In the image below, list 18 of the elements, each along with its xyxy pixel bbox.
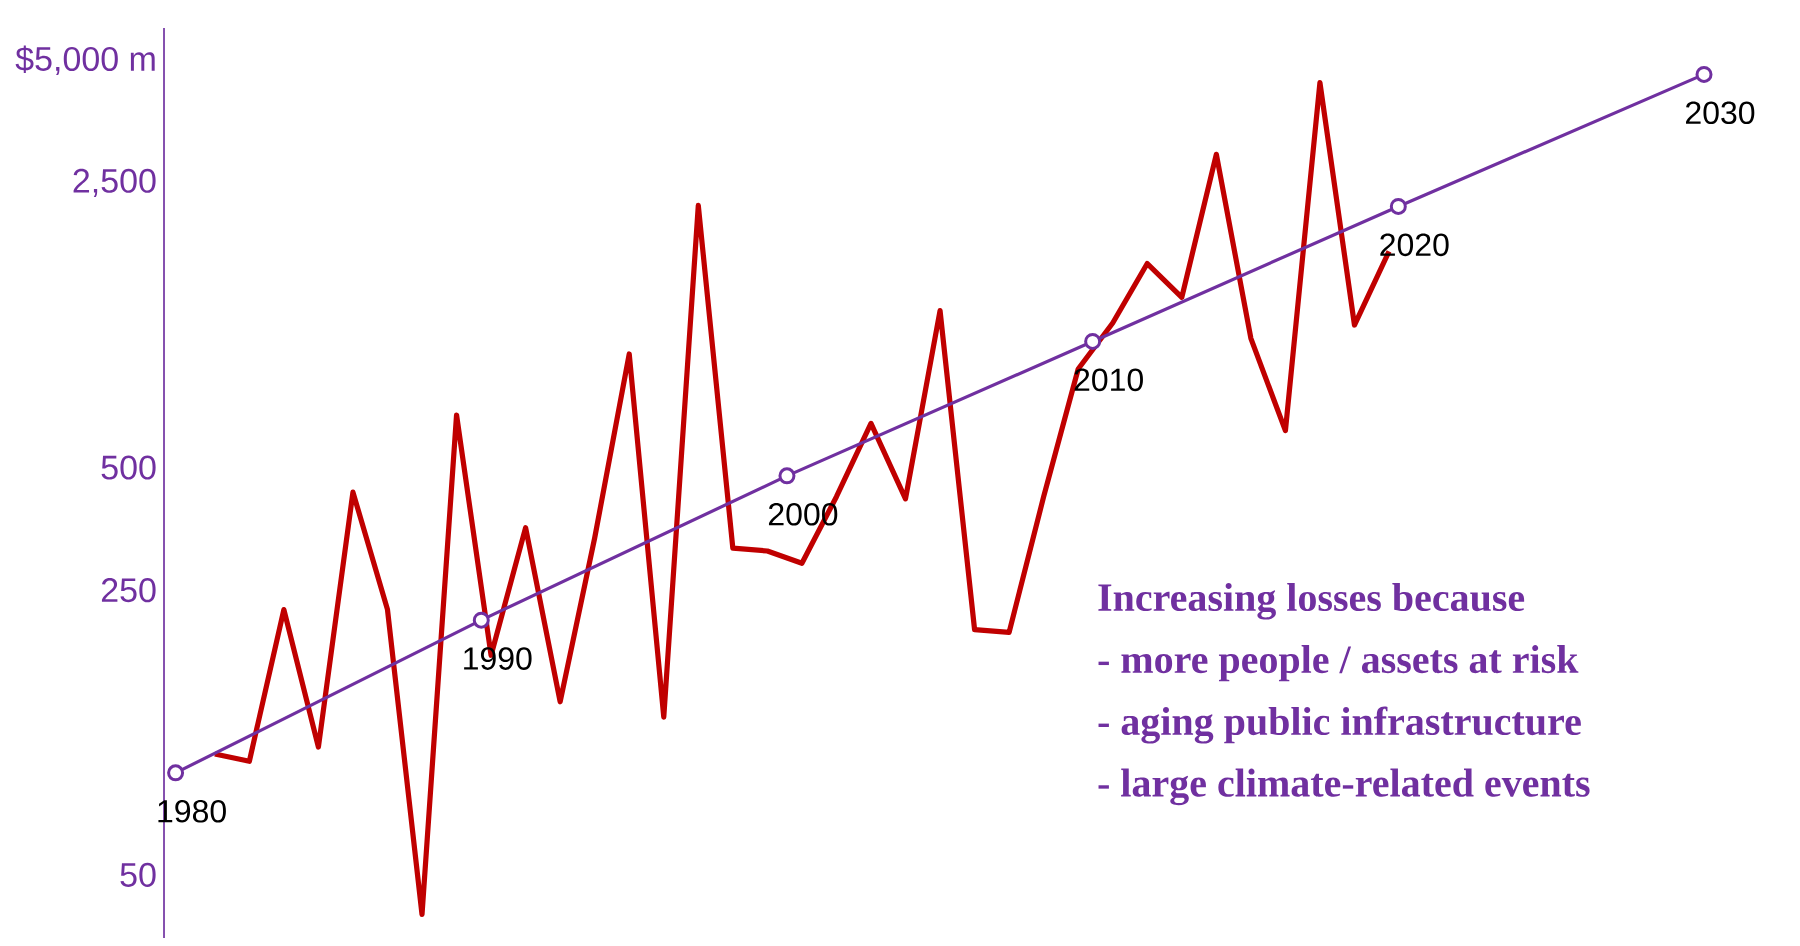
point [472,611,490,629]
annotation: - aging public infrastructure [1098,706,1581,744]
annotation: 2030 [1686,101,1755,125]
annotation: - more people / assets at risk [1098,645,1579,682]
y-tick-label: 50 [120,862,156,887]
annotation: 2020 [1380,233,1449,257]
annotation: - large climate-related events [1098,768,1590,806]
point [1084,332,1102,350]
point [1389,197,1407,215]
y-tick-label: $5,000 m [15,45,155,75]
point [778,467,796,485]
annotation: 1990 [464,647,532,670]
annotation: Increasing losses because [1098,582,1525,620]
y-tick-label: 500 [101,455,156,480]
point [167,764,185,782]
y-tick-label: 2,500 [73,168,156,197]
y-tick-label: 250 [101,578,156,603]
point [1695,65,1713,83]
